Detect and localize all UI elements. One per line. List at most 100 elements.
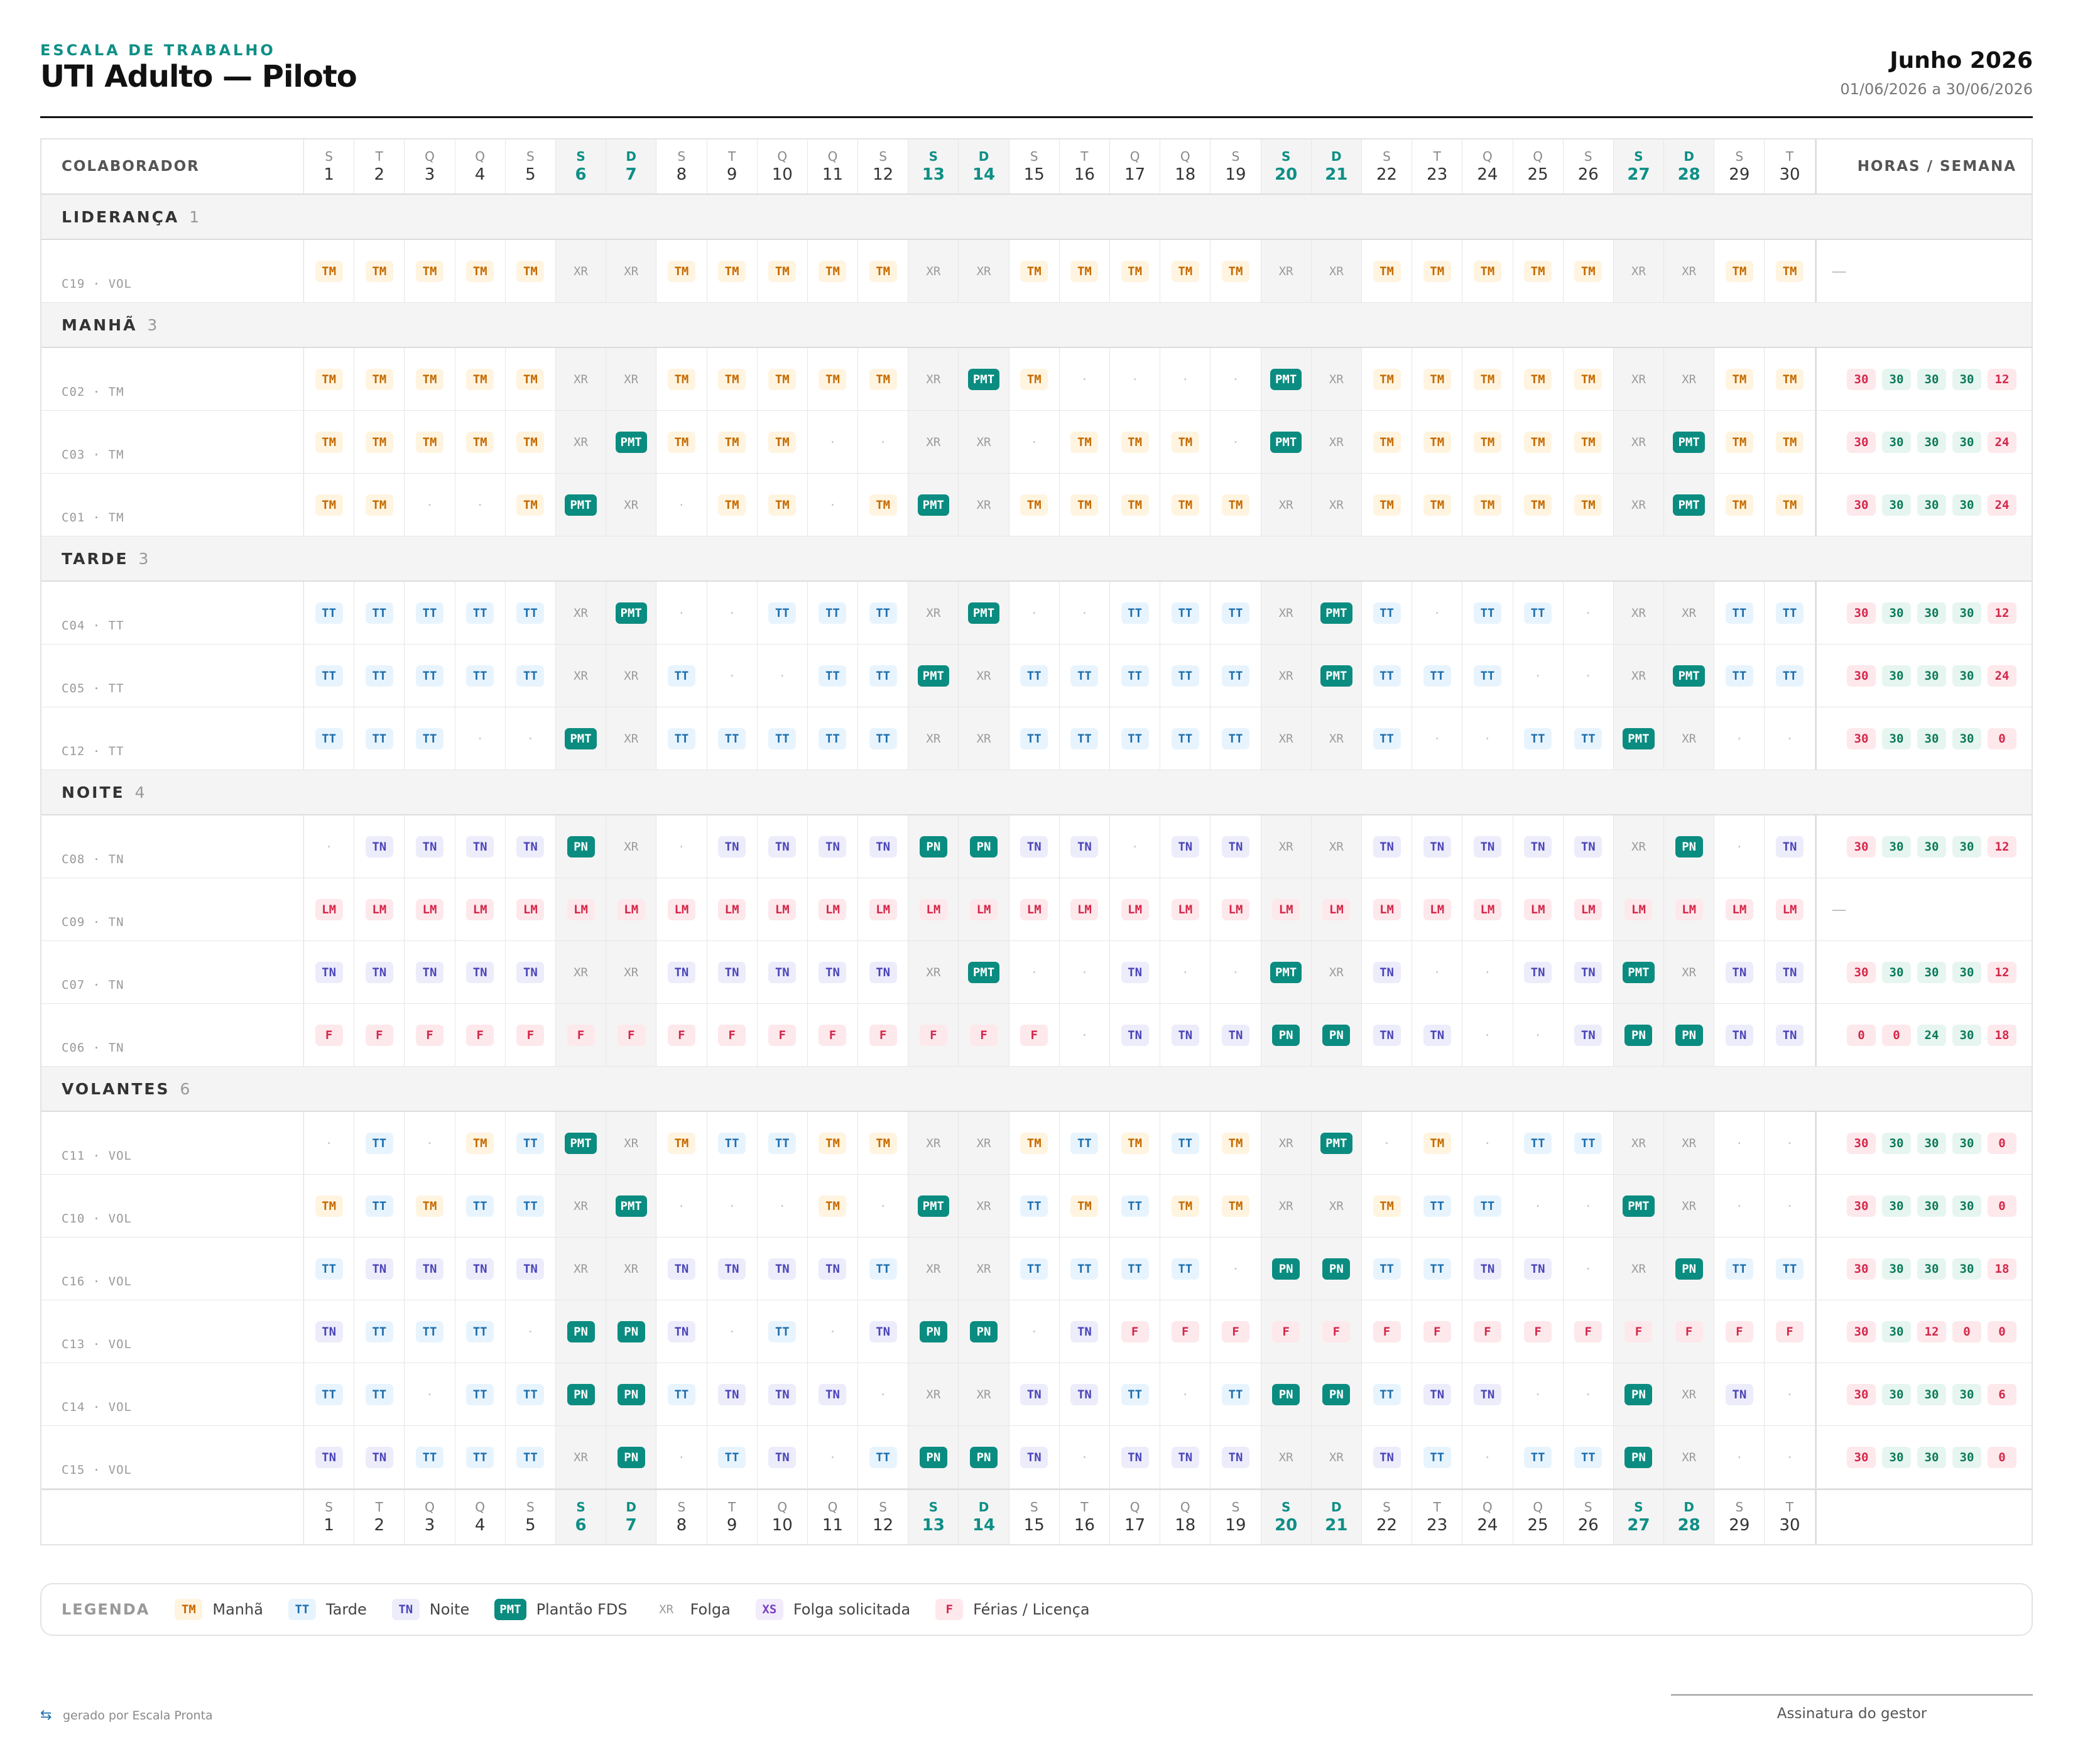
shift-cell[interactable]: TN bbox=[1160, 1426, 1211, 1488]
shift-cell[interactable]: TT bbox=[405, 1300, 455, 1363]
shift-cell[interactable]: TT bbox=[1009, 707, 1060, 770]
shift-cell[interactable]: TM bbox=[808, 240, 859, 302]
shift-cell[interactable]: XR bbox=[1261, 1426, 1312, 1488]
shift-cell[interactable]: XR bbox=[555, 1238, 607, 1300]
shift-cell[interactable]: · bbox=[1513, 1004, 1564, 1066]
shift-cell[interactable]: XR bbox=[1311, 474, 1362, 536]
shift-cell[interactable]: PMT bbox=[959, 941, 1009, 1003]
shift-cell[interactable]: TM bbox=[1765, 240, 1815, 302]
shift-cell[interactable]: TM bbox=[354, 240, 405, 302]
shift-cell[interactable]: · bbox=[656, 474, 707, 536]
shift-cell[interactable]: TM bbox=[1110, 240, 1161, 302]
shift-cell[interactable]: · bbox=[758, 1175, 808, 1237]
shift-cell[interactable]: XR bbox=[555, 941, 607, 1003]
shift-cell[interactable]: · bbox=[1412, 707, 1463, 770]
shift-cell[interactable]: TN bbox=[1110, 941, 1161, 1003]
shift-cell[interactable]: TM bbox=[1564, 411, 1614, 473]
shift-cell[interactable]: TT bbox=[506, 645, 556, 707]
shift-cell[interactable]: TN bbox=[858, 815, 909, 878]
shift-cell[interactable]: TT bbox=[1362, 582, 1413, 644]
shift-cell[interactable]: F bbox=[555, 1004, 607, 1066]
shift-cell[interactable]: TN bbox=[455, 815, 506, 878]
shift-cell[interactable]: TT bbox=[354, 707, 405, 770]
shift-cell[interactable]: TT bbox=[455, 645, 506, 707]
shift-cell[interactable]: PMT bbox=[1664, 411, 1715, 473]
shift-cell[interactable]: LM bbox=[455, 878, 506, 940]
shift-cell[interactable]: TT bbox=[304, 707, 355, 770]
shift-cell[interactable]: TN bbox=[354, 815, 405, 878]
shift-cell[interactable]: XR bbox=[1613, 1112, 1665, 1174]
shift-cell[interactable]: TM bbox=[405, 411, 455, 473]
shift-cell[interactable]: XR bbox=[908, 941, 959, 1003]
shift-cell[interactable]: XR bbox=[1311, 411, 1362, 473]
shift-cell[interactable]: F bbox=[758, 1004, 808, 1066]
shift-cell[interactable]: TM bbox=[1714, 474, 1765, 536]
shift-cell[interactable]: · bbox=[707, 1175, 758, 1237]
shift-cell[interactable]: TM bbox=[506, 348, 556, 410]
shift-cell[interactable]: TN bbox=[1714, 941, 1765, 1003]
shift-cell[interactable]: TT bbox=[1009, 645, 1060, 707]
shift-cell[interactable]: XR bbox=[606, 941, 657, 1003]
shift-cell[interactable]: F bbox=[1009, 1004, 1060, 1066]
shift-cell[interactable]: TM bbox=[1060, 240, 1110, 302]
shift-cell[interactable]: TM bbox=[1462, 411, 1513, 473]
shift-cell[interactable]: TT bbox=[1714, 1238, 1765, 1300]
shift-cell[interactable]: XR bbox=[1261, 240, 1312, 302]
shift-cell[interactable]: LM bbox=[1160, 878, 1211, 940]
shift-cell[interactable]: TM bbox=[506, 411, 556, 473]
shift-cell[interactable]: · bbox=[808, 411, 859, 473]
shift-cell[interactable]: LM bbox=[1311, 878, 1362, 940]
shift-cell[interactable]: TM bbox=[354, 411, 405, 473]
shift-cell[interactable]: TT bbox=[1211, 1363, 1261, 1425]
shift-cell[interactable]: LM bbox=[1564, 878, 1614, 940]
shift-cell[interactable]: TT bbox=[354, 1175, 405, 1237]
shift-cell[interactable]: XR bbox=[959, 645, 1009, 707]
shift-cell[interactable]: TT bbox=[1462, 645, 1513, 707]
shift-cell[interactable]: TT bbox=[455, 1175, 506, 1237]
shift-cell[interactable]: XR bbox=[555, 645, 607, 707]
shift-cell[interactable]: F bbox=[959, 1004, 1009, 1066]
shift-cell[interactable]: TT bbox=[1714, 645, 1765, 707]
shift-cell[interactable]: F bbox=[506, 1004, 556, 1066]
shift-cell[interactable]: TM bbox=[1462, 240, 1513, 302]
shift-cell[interactable]: XR bbox=[959, 1238, 1009, 1300]
shift-cell[interactable]: TM bbox=[1765, 348, 1815, 410]
shift-cell[interactable]: TN bbox=[758, 1426, 808, 1488]
shift-cell[interactable]: TN bbox=[354, 1426, 405, 1488]
shift-cell[interactable]: PMT bbox=[606, 411, 657, 473]
shift-cell[interactable]: F bbox=[1160, 1300, 1211, 1363]
shift-cell[interactable]: · bbox=[1462, 1112, 1513, 1174]
shift-cell[interactable]: TT bbox=[808, 645, 859, 707]
shift-cell[interactable]: LM bbox=[1060, 878, 1110, 940]
shift-cell[interactable]: XR bbox=[1311, 815, 1362, 878]
shift-cell[interactable]: · bbox=[1211, 1238, 1261, 1300]
shift-cell[interactable]: TT bbox=[354, 1363, 405, 1425]
shift-cell[interactable]: TM bbox=[1564, 348, 1614, 410]
shift-cell[interactable]: TM bbox=[506, 474, 556, 536]
shift-cell[interactable]: TM bbox=[1160, 1175, 1211, 1237]
shift-cell[interactable]: XR bbox=[606, 707, 657, 770]
shift-cell[interactable]: · bbox=[1211, 348, 1261, 410]
shift-cell[interactable]: XR bbox=[1311, 941, 1362, 1003]
shift-cell[interactable]: TT bbox=[1060, 1238, 1110, 1300]
shift-cell[interactable]: XR bbox=[908, 1238, 959, 1300]
shift-cell[interactable]: TM bbox=[707, 474, 758, 536]
shift-cell[interactable]: TT bbox=[506, 1112, 556, 1174]
shift-cell[interactable]: TT bbox=[506, 1175, 556, 1237]
shift-cell[interactable]: XR bbox=[1613, 240, 1665, 302]
shift-cell[interactable]: XR bbox=[1613, 474, 1665, 536]
shift-cell[interactable]: TT bbox=[1362, 707, 1413, 770]
shift-cell[interactable]: LM bbox=[1261, 878, 1312, 940]
shift-cell[interactable]: · bbox=[1513, 645, 1564, 707]
shift-cell[interactable]: TT bbox=[455, 1363, 506, 1425]
shift-cell[interactable]: · bbox=[1714, 707, 1765, 770]
shift-cell[interactable]: TN bbox=[1060, 1300, 1110, 1363]
shift-cell[interactable]: PMT bbox=[1261, 941, 1312, 1003]
shift-cell[interactable]: XR bbox=[908, 240, 959, 302]
shift-cell[interactable]: · bbox=[1462, 1426, 1513, 1488]
shift-cell[interactable]: TM bbox=[858, 474, 909, 536]
shift-cell[interactable]: LM bbox=[858, 878, 909, 940]
shift-cell[interactable]: · bbox=[405, 1112, 455, 1174]
shift-cell[interactable]: TN bbox=[506, 815, 556, 878]
shift-cell[interactable]: TM bbox=[1714, 411, 1765, 473]
